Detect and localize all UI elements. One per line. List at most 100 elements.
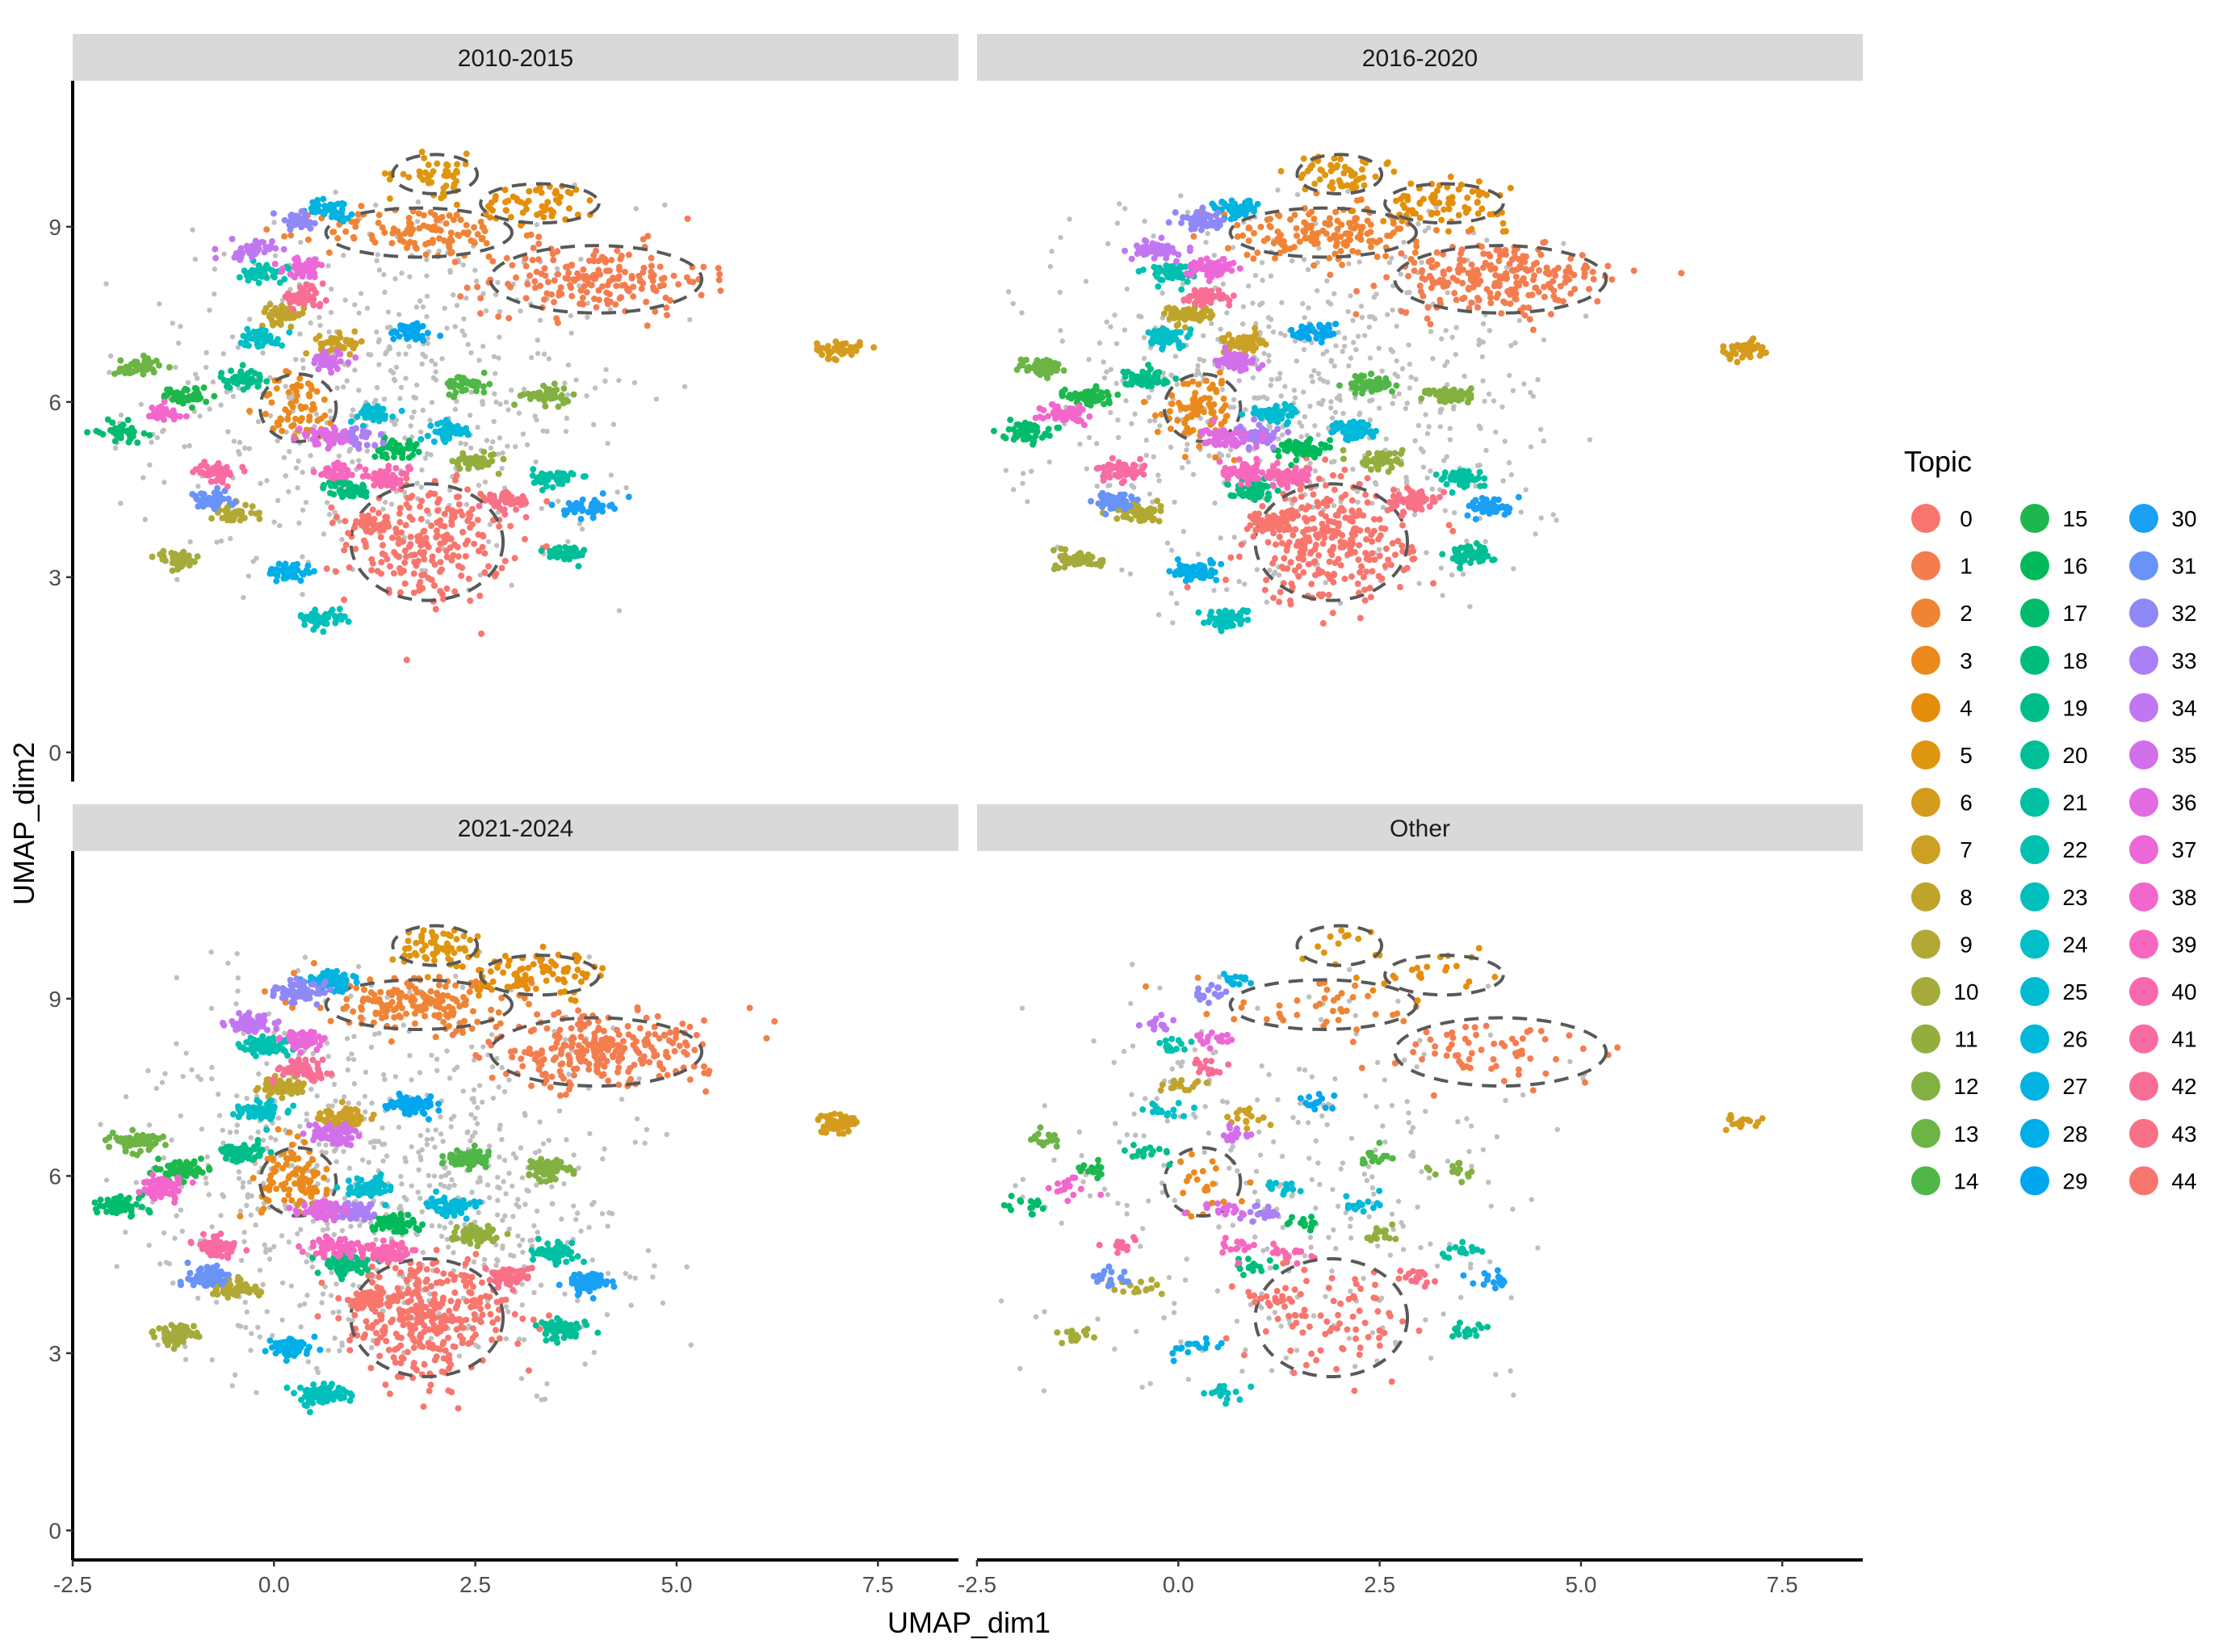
background-point [1390,400,1395,406]
topic-point [320,195,327,203]
topic-point [1358,166,1365,173]
background-point [231,438,237,444]
topic-point [588,282,595,289]
background-point [429,400,435,405]
background-point [1301,346,1307,353]
topic-point [445,420,452,427]
topic-point [266,334,274,342]
background-point [1499,404,1505,410]
background-point [341,253,346,258]
background-point [1129,482,1134,488]
topic-point [427,422,434,430]
background-point [375,252,380,258]
topic-point [1196,442,1203,450]
topic-point [511,401,518,409]
background-point [392,276,398,282]
topic-point [389,473,396,480]
topic-point [562,543,569,551]
background-point [584,392,589,399]
background-point [633,206,640,212]
topic-point [313,612,321,619]
topic-point [252,267,259,275]
topic-point [1329,610,1336,617]
background-point [480,291,486,296]
topic-cluster-4 [453,182,601,229]
topic-point [455,553,462,560]
background-point [317,314,322,321]
topic-point [1536,266,1543,274]
topic-point [285,388,292,396]
topic-point [232,498,239,505]
topic-point [190,396,197,403]
topic-cluster-5 [381,149,480,203]
topic-point [297,403,304,410]
background-point [476,357,482,363]
topic-point [1554,264,1562,271]
topic-point [1311,262,1318,269]
topic-point [421,549,428,556]
background-point [497,435,503,441]
background-point [1429,486,1436,492]
topic-point [1541,293,1548,300]
background-point [1256,395,1262,400]
topic-point [462,552,469,560]
topic-point [371,470,378,477]
background-point [608,472,614,478]
background-point [461,316,467,322]
background-point [480,401,486,407]
topic-point [441,237,448,245]
topic-point [1512,273,1520,280]
topic-point [401,547,409,555]
background-point [255,419,262,425]
topic-point [273,385,280,392]
background-point [1218,535,1223,541]
topic-point [457,216,464,224]
background-point [425,451,430,457]
background-point [1211,253,1218,258]
background-point [458,440,463,447]
topic-point [456,465,463,472]
topic-point [535,233,543,241]
background-point [1476,423,1482,429]
background-point [1377,547,1382,552]
topic-point [291,569,298,577]
background-point [1245,283,1252,289]
topic-point [442,182,450,190]
topic-point [287,323,295,330]
topic-point [1522,253,1529,260]
topic-point [1401,204,1408,212]
topic-point [1340,182,1347,190]
topic-point [362,466,369,473]
topic-point [604,300,611,308]
topic-point [252,237,259,245]
background-point [1407,289,1412,296]
topic-point [1361,597,1369,604]
background-point [1172,499,1177,505]
background-point [1218,326,1223,332]
background-point [463,441,469,447]
background-point [293,356,299,363]
topic-point [533,268,540,275]
topic-point [1195,408,1202,415]
background-point [326,511,333,518]
background-point [1383,436,1390,442]
background-point [477,572,484,578]
topic-point [294,312,301,319]
topic-point [450,216,457,224]
topic-point [114,426,121,433]
topic-point [421,154,428,161]
topic-cluster-10 [149,547,201,574]
background-point [112,445,119,451]
topic-point [560,553,567,560]
background-point [447,487,453,493]
topic-point [454,161,461,168]
background-point [442,305,447,311]
topic-cluster-14 [444,369,493,400]
topic-point [1467,276,1474,283]
background-point [237,451,242,457]
topic-point [421,169,429,176]
background-point [520,431,526,437]
topic-point [606,502,614,509]
topic-point [378,559,385,566]
background-point [246,446,253,451]
